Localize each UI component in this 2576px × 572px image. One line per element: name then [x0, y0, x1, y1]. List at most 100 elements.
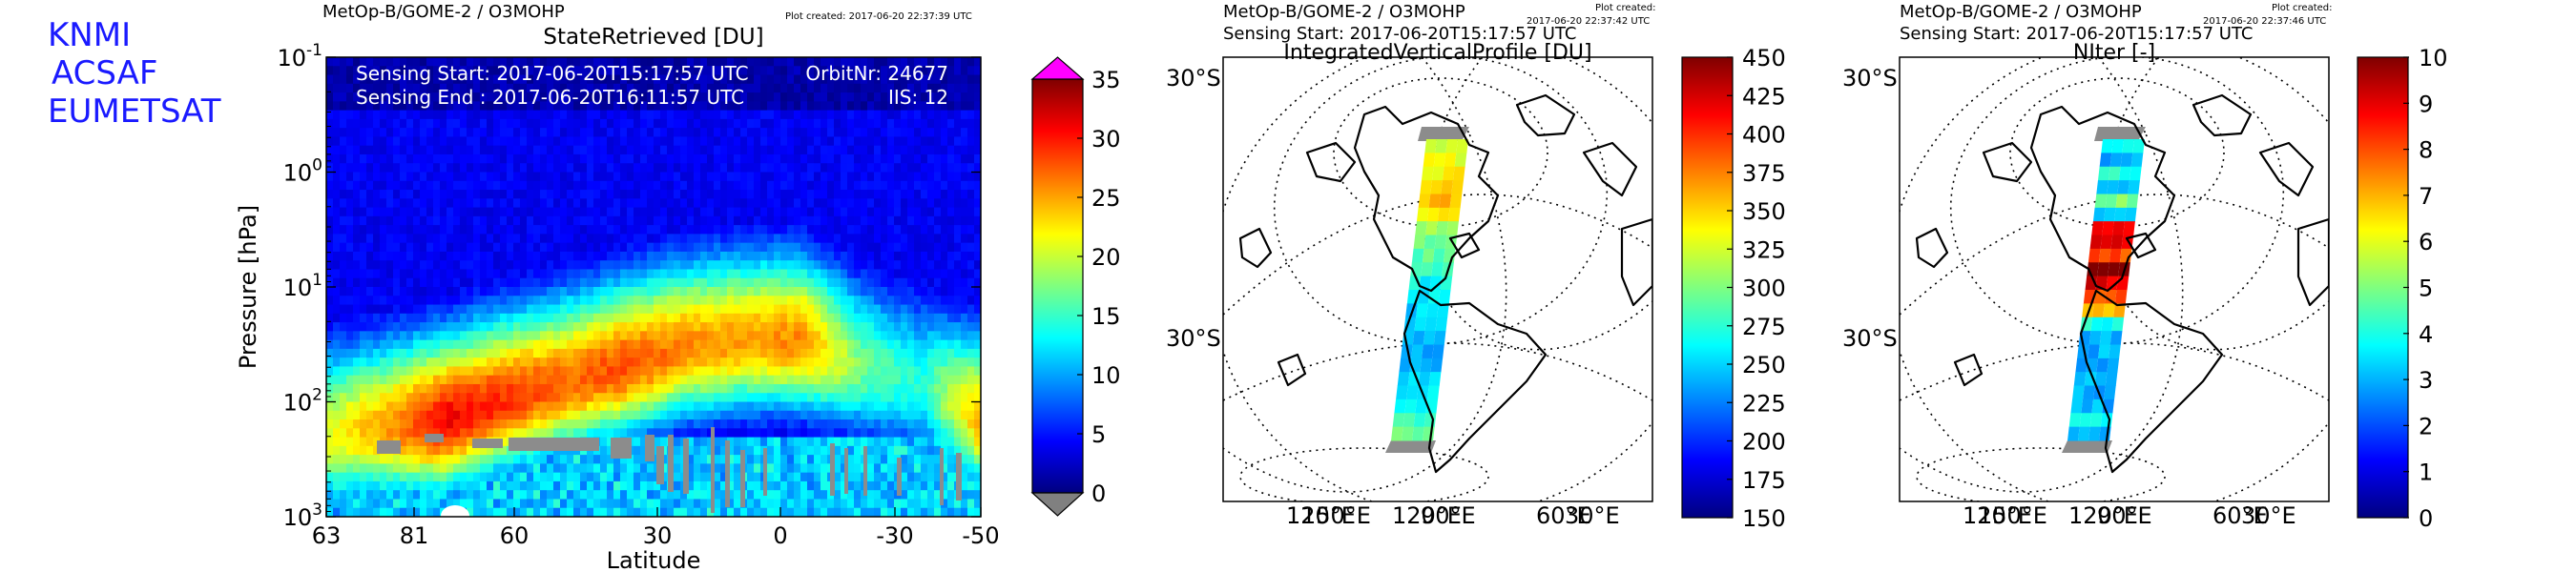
heatmap-cell — [841, 296, 848, 306]
heatmap-cell — [627, 269, 634, 279]
heatmap-cell — [927, 66, 935, 76]
heatmap-cell — [460, 480, 467, 491]
heatmap-cell — [821, 153, 828, 164]
heatmap-cell — [480, 118, 488, 129]
heatmap-cell — [927, 322, 935, 332]
heatmap-cell — [767, 366, 775, 377]
heatmap-cell — [447, 57, 454, 67]
heatmap-cell — [834, 480, 841, 491]
heatmap-cell — [520, 153, 528, 164]
heatmap-cell — [707, 74, 715, 85]
heatmap-cell — [754, 296, 761, 306]
heatmap-cell — [780, 507, 788, 517]
heatmap-cell — [874, 74, 882, 85]
heatmap-cell — [934, 110, 942, 120]
heatmap-cell — [760, 393, 768, 403]
heatmap-cell — [874, 499, 882, 509]
heatmap-cell — [413, 136, 421, 147]
heatmap-cell — [687, 507, 695, 517]
heatmap-cell — [754, 410, 761, 420]
heatmap-cell — [921, 190, 928, 199]
heatmap-cell — [480, 92, 488, 102]
heatmap-cell — [493, 428, 501, 439]
heatmap-cell — [587, 296, 594, 306]
heatmap-cell — [647, 234, 654, 244]
heatmap-cell — [620, 225, 628, 235]
heatmap-cell — [440, 57, 447, 67]
heatmap-cell — [426, 410, 434, 420]
heatmap-cell — [780, 480, 788, 491]
heatmap-cell — [847, 145, 855, 155]
heatmap-cell — [800, 74, 808, 85]
heatmap-cell — [500, 145, 508, 155]
heatmap-cell — [366, 242, 374, 253]
heatmap-cell — [674, 153, 681, 164]
heatmap-cell — [580, 251, 588, 261]
heatmap-cell — [406, 287, 414, 296]
heatmap-cell — [527, 242, 534, 253]
heatmap-cell — [380, 74, 387, 85]
heatmap-cell — [634, 260, 641, 271]
heatmap-cell — [627, 313, 634, 323]
heatmap-cell — [800, 180, 808, 191]
heatmap-cell — [567, 269, 574, 279]
heatmap-cell — [807, 472, 815, 482]
heatmap-cell — [861, 304, 868, 315]
heatmap-cell — [393, 118, 401, 129]
heatmap-cell — [547, 401, 554, 412]
heatmap-cell — [513, 455, 521, 464]
heatmap-cell — [747, 92, 755, 102]
heatmap-cell — [560, 128, 568, 138]
heatmap-cell — [961, 375, 968, 385]
heatmap-cell — [460, 472, 467, 482]
heatmap-cell — [714, 507, 721, 517]
heatmap-cell — [473, 348, 481, 358]
heatmap-cell — [527, 198, 534, 209]
heatmap-cell — [353, 163, 361, 174]
heatmap-cell — [961, 401, 968, 412]
heatmap-cell — [520, 66, 528, 76]
heatmap-cell — [660, 190, 668, 199]
heatmap-cell — [874, 128, 882, 138]
heatmap-cell — [413, 304, 421, 315]
heatmap-cell — [727, 490, 735, 500]
heatmap-cell — [894, 348, 902, 358]
heatmap-cell — [593, 118, 601, 129]
heatmap-cell — [807, 198, 815, 209]
heatmap-cell — [740, 269, 748, 279]
heatmap-cell — [366, 383, 374, 394]
heatmap-cell — [513, 118, 521, 129]
heatmap-cell — [560, 66, 568, 76]
heatmap-cell — [647, 198, 654, 209]
heatmap-cell — [433, 419, 441, 429]
heatmap-cell — [821, 101, 828, 112]
heatmap-cell — [406, 207, 414, 217]
heatmap-cell — [807, 313, 815, 323]
heatmap-cell — [380, 419, 387, 429]
heatmap-cell — [473, 383, 481, 394]
heatmap-cell — [674, 339, 681, 350]
heatmap-cell — [326, 128, 334, 138]
heatmap-cell — [527, 207, 534, 217]
heatmap-cell — [593, 393, 601, 403]
heatmap-cell — [961, 277, 968, 288]
heatmap-cell — [687, 445, 695, 456]
heatmap-cell — [393, 74, 401, 85]
heatmap-cell — [380, 428, 387, 439]
heatmap-cell — [553, 251, 561, 261]
heatmap-cell — [420, 358, 427, 368]
heatmap-cell — [754, 445, 761, 456]
heatmap-cell — [734, 277, 741, 288]
heatmap-cell — [373, 234, 381, 244]
heatmap-cell — [847, 269, 855, 279]
heatmap-cell — [607, 101, 614, 112]
heatmap-cell — [707, 428, 715, 439]
heatmap-cell — [520, 251, 528, 261]
heatmap-cell — [560, 339, 568, 350]
heatmap-cell — [420, 145, 427, 155]
heatmap-cell — [640, 437, 648, 447]
heatmap-cell — [874, 145, 882, 155]
heatmap-cell — [340, 110, 347, 120]
heatmap-cell — [674, 383, 681, 394]
heatmap-cell — [440, 110, 447, 120]
